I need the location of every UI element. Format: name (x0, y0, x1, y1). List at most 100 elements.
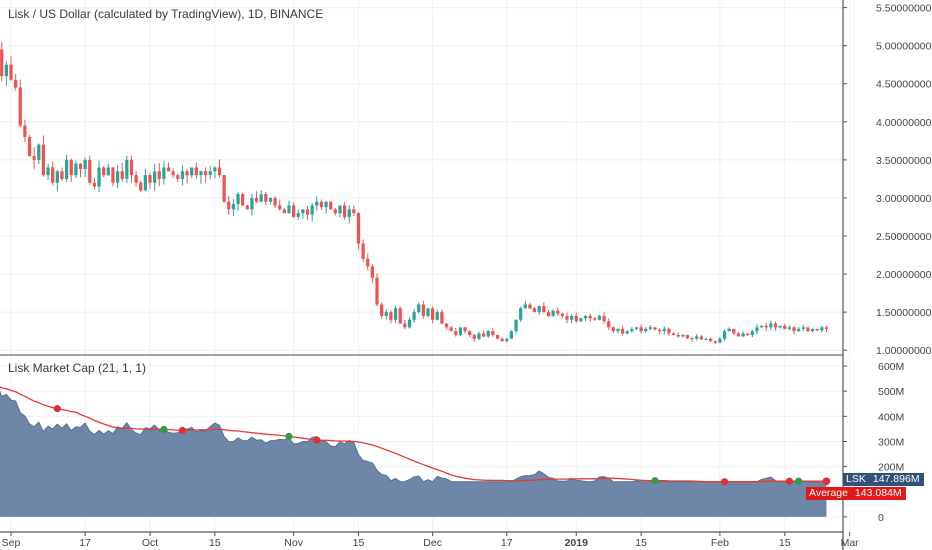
time-axis-label: Oct (142, 537, 158, 549)
candle-body (713, 341, 717, 343)
avg-tag-name: Average (809, 487, 848, 499)
candle-body (727, 328, 731, 332)
candle-body (139, 182, 143, 191)
candle-body (449, 327, 453, 332)
candle-body (370, 266, 375, 278)
candle-body (171, 171, 175, 176)
cross-down-dot (178, 426, 187, 434)
candle-body (292, 205, 296, 217)
candle-body (393, 308, 398, 320)
candle-body (185, 171, 189, 176)
candle-body (129, 159, 134, 176)
candle-body (64, 159, 69, 179)
candle-body (537, 306, 541, 313)
candle-body (431, 308, 435, 320)
candle-body (227, 201, 231, 210)
candle-body (634, 327, 639, 329)
time-axis-label: Sep (2, 537, 21, 549)
candle-body (4, 64, 8, 77)
indicator-axis-label: 300M (878, 436, 904, 448)
candle-body (180, 171, 185, 179)
candle-body (463, 327, 467, 332)
candle-body (616, 328, 620, 332)
candle-body (676, 334, 680, 337)
candle-body (245, 205, 249, 210)
candle-body (699, 336, 703, 340)
price-axis-label: 3.00000000 (876, 193, 932, 205)
candle-body (398, 308, 402, 324)
candle-body (824, 327, 829, 329)
candle-body (417, 304, 421, 313)
time-axis-label: 15 (779, 537, 791, 549)
candle-body (384, 312, 388, 316)
average-price-tag: Average 143.084M (806, 487, 906, 500)
cross-up-dot (160, 425, 168, 434)
candle-body (241, 194, 245, 206)
market-cap-area (0, 391, 827, 517)
candle-body (486, 331, 490, 337)
candle-body (764, 325, 768, 328)
candle-body (620, 328, 625, 334)
candle-body (625, 331, 629, 334)
candle-body (301, 209, 305, 214)
candle-body (792, 327, 796, 332)
time-axis-label: Nov (284, 537, 303, 549)
candle-body (722, 331, 727, 339)
candle-body (46, 167, 50, 176)
candle-body (579, 318, 583, 322)
candle-body (574, 315, 578, 322)
candle-body (704, 338, 708, 340)
candle-body (78, 163, 83, 170)
candle-body (162, 167, 166, 179)
candle-body (236, 194, 240, 205)
candle-body (528, 304, 532, 309)
price-axis-label: 2.00000000 (876, 269, 932, 281)
candle-body (593, 318, 597, 320)
candle-body (718, 338, 722, 343)
candle-body (565, 315, 569, 320)
candle-body (143, 175, 147, 191)
candle-body (324, 201, 328, 208)
candle-body (500, 338, 504, 342)
candle-body (203, 171, 208, 176)
candle-body (662, 328, 666, 332)
candle-body (231, 204, 236, 210)
candle-body (69, 159, 73, 176)
candle-body (602, 315, 606, 322)
candle-body (217, 167, 222, 176)
cross-down-dot (822, 477, 831, 485)
candle-body (407, 319, 412, 328)
candle-body (14, 79, 18, 88)
lsk-tag-name: LSK (846, 473, 866, 485)
candle-body (250, 197, 254, 210)
price-axis-label: 5.00000000 (876, 41, 932, 53)
candle-body (37, 144, 41, 160)
candle-body (268, 197, 273, 202)
candle-body (820, 327, 824, 331)
candle-body (690, 338, 694, 340)
indicator-title: Lisk Market Cap (21, 1, 1) (8, 361, 147, 375)
indicator-axis-label: 500M (878, 386, 904, 398)
cross-down-dot (53, 405, 61, 413)
candle-body (278, 205, 282, 210)
candle-body (213, 167, 217, 172)
candle-body (551, 310, 555, 316)
candle-body (92, 182, 97, 187)
candle-body (352, 209, 356, 214)
candle-body (273, 197, 277, 206)
candle-body (9, 64, 13, 80)
candle-body (644, 328, 648, 332)
candle-body (254, 197, 259, 202)
candle-body (18, 87, 22, 126)
price-axis-label: 4.00000000 (876, 117, 932, 129)
cross-down-dot (720, 478, 729, 486)
candle-body (509, 331, 514, 339)
candle-body (148, 175, 152, 183)
candle-body (342, 205, 347, 217)
indicator-axis-label: 400M (878, 411, 904, 423)
candle-body (495, 334, 500, 339)
candle-body (773, 323, 778, 328)
candle-body (481, 333, 486, 337)
